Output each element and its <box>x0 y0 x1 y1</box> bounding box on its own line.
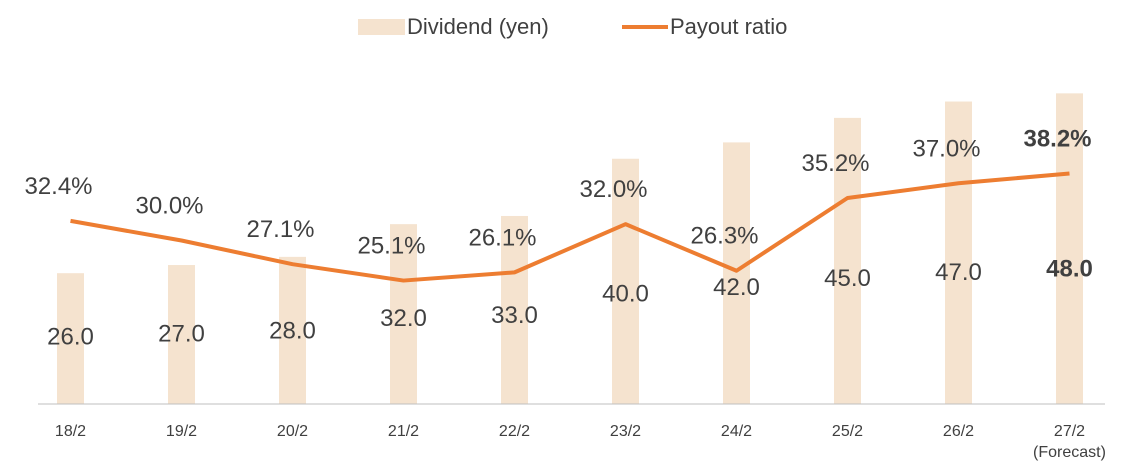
x-tick-label: 21/2 <box>388 423 419 440</box>
bar <box>390 224 417 404</box>
x-tick-label: 24/2 <box>721 423 752 440</box>
legend-label: Dividend (yen) <box>407 14 549 39</box>
data-label: 28.0 <box>269 318 316 345</box>
data-label: 38.2% <box>1023 126 1091 153</box>
bar <box>57 273 84 404</box>
bar <box>279 256 306 404</box>
data-label: 40.0 <box>602 281 649 308</box>
data-label: 26.1% <box>468 225 536 252</box>
x-tick-label: 26/2 <box>943 423 974 440</box>
data-label: 26.0 <box>47 324 94 351</box>
x-tick-label: 22/2 <box>499 423 530 440</box>
x-tick-label: 23/2 <box>610 423 641 440</box>
line <box>70 171 1070 283</box>
data-label: 27.1% <box>246 217 314 244</box>
bar <box>723 142 750 404</box>
bar <box>501 215 528 404</box>
x-tick-label: 18/2 <box>55 423 86 440</box>
data-label: 32.4% <box>24 173 92 200</box>
bar <box>834 117 861 404</box>
data-label: 30.0% <box>135 193 203 220</box>
data-label: 37.0% <box>912 136 980 163</box>
data-label: 32.0% <box>579 176 647 203</box>
data-label: 32.0 <box>380 305 427 332</box>
bar <box>612 158 639 404</box>
x-tick-label: 19/2 <box>166 423 197 440</box>
legend-label: Payout ratio <box>670 14 787 39</box>
data-label: 48.0 <box>1046 256 1093 283</box>
data-label: 26.3% <box>690 223 758 250</box>
x-tick-label: 20/2 <box>277 423 308 440</box>
bar <box>945 101 972 405</box>
x-tick-label: 27/2 (Forecast) <box>1033 423 1106 461</box>
data-label: 42.0 <box>713 275 760 302</box>
data-label: 47.0 <box>935 259 982 286</box>
data-label: 25.1% <box>357 233 425 260</box>
data-label: 35.2% <box>801 150 869 177</box>
bar <box>168 265 195 404</box>
data-label: 33.0 <box>491 302 538 329</box>
bar <box>1056 93 1083 404</box>
data-label: 45.0 <box>824 265 871 292</box>
legend-swatch <box>358 19 405 35</box>
x-tick-label: 25/2 <box>832 423 863 440</box>
data-label: 27.0 <box>158 321 205 348</box>
